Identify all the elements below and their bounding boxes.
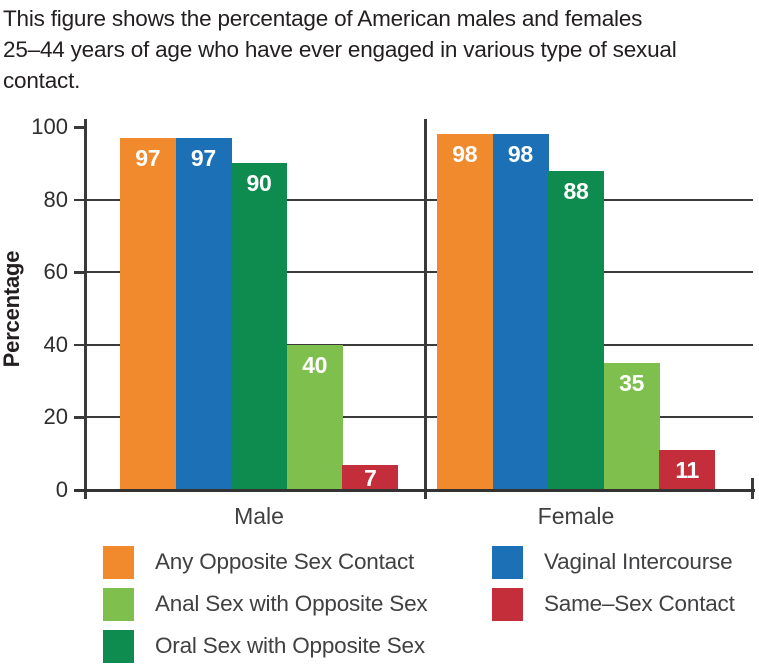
figure-caption: This figure shows the percentage of Amer… xyxy=(3,3,756,96)
legend-swatch-orange xyxy=(103,545,134,579)
bar-value-label: 90 xyxy=(246,170,272,197)
bar-value-label: 40 xyxy=(302,351,328,378)
bar-value-label: 7 xyxy=(363,464,377,491)
group-separator-line xyxy=(424,119,427,499)
bar-female-orange xyxy=(437,134,494,490)
bar-value-label: 35 xyxy=(619,369,645,396)
y-axis-tick-label-20: 20 xyxy=(43,404,68,430)
legend-swatch-red xyxy=(492,587,523,621)
bar-value-label: 97 xyxy=(135,144,161,171)
bar-female-blue xyxy=(492,134,549,490)
y-axis-tick-40 xyxy=(74,343,86,347)
y-axis-tick-60 xyxy=(74,271,86,274)
y-axis-tick-label-0: 0 xyxy=(55,477,68,502)
legend-item: Same–Sex Contact xyxy=(492,587,735,621)
gridline-80 xyxy=(86,198,753,201)
bar-value-label: 98 xyxy=(507,141,533,168)
legend-label: Same–Sex Contact xyxy=(544,591,735,616)
legend-label: Anal Sex with Opposite Sex xyxy=(155,591,428,616)
legend-item: Any Opposite Sex Contact xyxy=(103,545,414,579)
legend-item: Oral Sex with Opposite Sex xyxy=(103,629,425,663)
legend-swatch-blue xyxy=(492,545,523,579)
bar-male-orange xyxy=(120,137,177,490)
gridline-40 xyxy=(86,343,753,346)
bar-male-dark_green xyxy=(231,163,288,490)
figure-caption-line-1: This figure shows the percentage of Amer… xyxy=(3,6,643,31)
bar-female-dark_green xyxy=(548,170,605,490)
legend-label: Any Opposite Sex Contact xyxy=(155,549,415,574)
y-axis-tick-100 xyxy=(74,126,86,129)
y-axis-tick-label-100: 100 xyxy=(31,114,68,139)
bar-male-light_green xyxy=(286,344,343,490)
legend-swatch-light_green xyxy=(103,587,134,621)
figure-caption-line-3: contact. xyxy=(3,68,81,93)
bar-value-label: 11 xyxy=(675,457,700,484)
x-category-label-male: Male xyxy=(234,503,284,529)
y-axis-tick-label-80: 80 xyxy=(43,186,68,212)
legend-item: Anal Sex with Opposite Sex xyxy=(103,587,428,621)
y-axis-tick-label-40: 40 xyxy=(43,331,68,357)
x-axis-right-end-tick xyxy=(751,478,754,499)
x-category-label-female: Female xyxy=(537,503,615,529)
bar-female-light_green xyxy=(603,362,660,490)
gridline-60 xyxy=(86,271,753,274)
gridline-20 xyxy=(86,416,753,419)
figure-caption-line-2: 25–44 years of age who have ever engaged… xyxy=(3,37,677,62)
bar-female-red xyxy=(659,450,716,490)
bar-male-red xyxy=(342,464,399,490)
bar-value-label: 88 xyxy=(563,177,589,204)
y-axis-tick-20 xyxy=(74,416,86,419)
legend-swatch-dark_green xyxy=(103,629,134,663)
y-axis-tick-80 xyxy=(74,198,86,202)
bar-value-label: 98 xyxy=(452,141,478,168)
y-axis-line xyxy=(84,119,87,499)
legend-label: Vaginal Intercourse xyxy=(544,549,733,574)
legend-label: Oral Sex with Opposite Sex xyxy=(155,633,425,658)
y-axis-tick-label-60: 60 xyxy=(43,259,68,285)
x-axis-line xyxy=(74,489,755,492)
y-axis-title: Percentage xyxy=(0,250,24,368)
bar-male-blue xyxy=(175,137,232,490)
legend-item: Vaginal Intercourse xyxy=(492,545,733,579)
bar-value-label: 97 xyxy=(190,144,216,171)
